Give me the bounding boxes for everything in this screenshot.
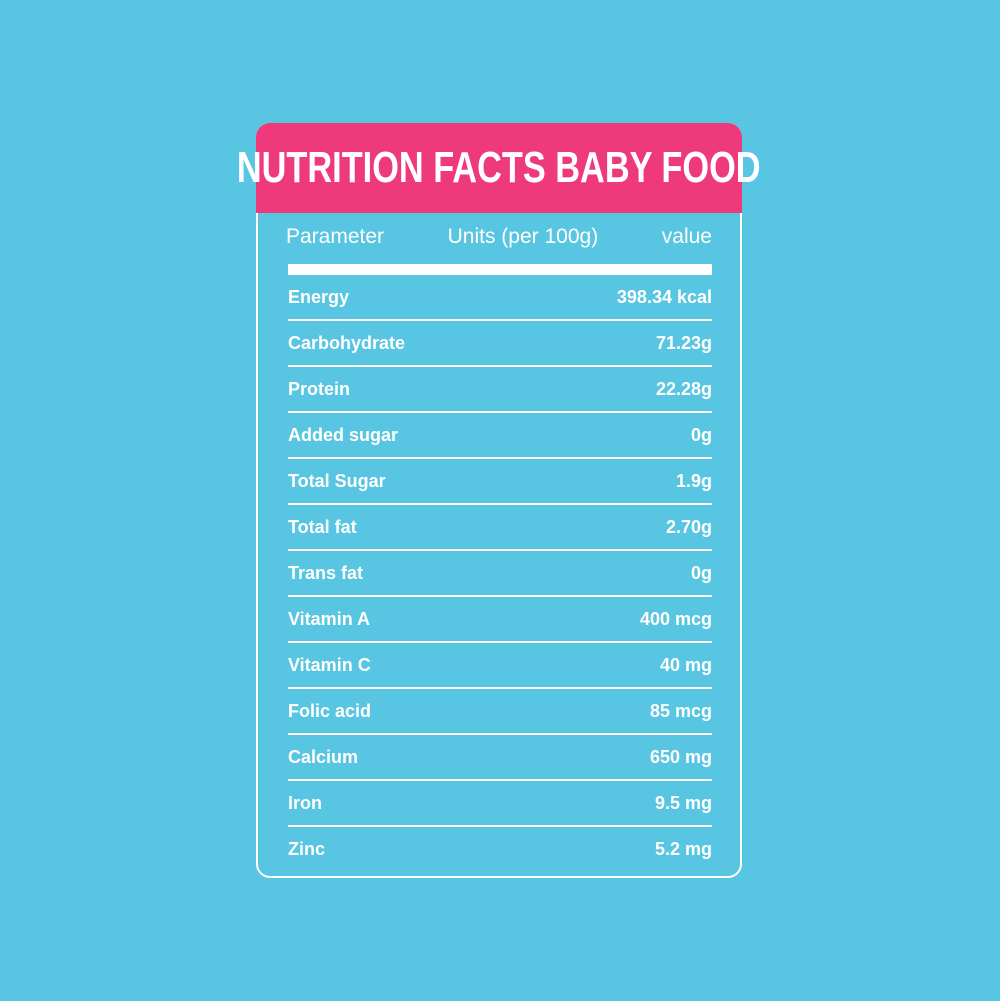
nutrient-value: 22.28g bbox=[655, 378, 712, 399]
nutrient-list: Energy 398.34 kcal Carbohydrate 71.23g Pro… bbox=[288, 275, 712, 871]
table-row: Vitamin A 400 mcg bbox=[288, 597, 712, 643]
nutrient-name: Vitamin C bbox=[288, 654, 371, 675]
nutrient-value: 9.5 mg bbox=[654, 792, 712, 813]
table-row: Total Sugar 1.9g bbox=[288, 459, 712, 505]
nutrient-value: 2.70g bbox=[665, 516, 712, 537]
card-header: NUTRITION FACTS BABY FOOD bbox=[237, 123, 761, 213]
page-title: NUTRITION FACTS BABY FOOD bbox=[237, 143, 761, 192]
column-parameter: Parameter bbox=[286, 225, 385, 248]
table-row: Total fat 2.70g bbox=[288, 505, 712, 551]
nutrient-value: 0g bbox=[690, 424, 712, 445]
table-row: Added sugar 0g bbox=[288, 413, 712, 459]
table-row: Energy 398.34 kcal bbox=[288, 275, 712, 321]
nutrient-name: Calcium bbox=[288, 746, 359, 767]
nutrient-value: 0g bbox=[690, 562, 712, 583]
table-row: Carbohydrate 71.23g bbox=[288, 321, 712, 367]
table-row: Folic acid 85 mcg bbox=[288, 689, 712, 735]
nutrient-name: Total Sugar bbox=[288, 470, 386, 491]
nutrient-name: Iron bbox=[288, 792, 322, 813]
nutrition-card: NUTRITION FACTS BABY FOOD Parameter Unit… bbox=[237, 123, 761, 878]
table-row: Protein 22.28g bbox=[288, 367, 712, 413]
table-row: Trans fat 0g bbox=[288, 551, 712, 597]
table-row: Calcium 650 mg bbox=[288, 735, 712, 781]
nutrient-name: Added sugar bbox=[288, 424, 399, 445]
nutrient-value: 85 mcg bbox=[649, 700, 712, 721]
nutrient-name: Zinc bbox=[288, 838, 326, 859]
nutrient-name: Total fat bbox=[288, 516, 357, 537]
column-headers: Parameter Units (per 100g) value bbox=[286, 225, 712, 255]
nutrient-value: 5.2 mg bbox=[654, 838, 712, 859]
nutrient-name: Folic acid bbox=[288, 700, 372, 721]
nutrient-name: Energy bbox=[288, 286, 350, 307]
nutrient-value: 650 mg bbox=[649, 746, 712, 767]
nutrient-value: 71.23g bbox=[655, 332, 712, 353]
nutrient-name: Carbohydrate bbox=[288, 332, 406, 353]
column-units: Units (per 100g) bbox=[447, 225, 599, 248]
nutrient-value: 400 mcg bbox=[639, 608, 712, 629]
nutrient-name: Vitamin A bbox=[288, 608, 371, 629]
nutrient-value: 398.34 kcal bbox=[616, 286, 712, 307]
column-value: value bbox=[661, 225, 712, 248]
nutrient-name: Protein bbox=[288, 378, 351, 399]
table-row: Zinc 5.2 mg bbox=[288, 827, 712, 871]
table-row: Iron 9.5 mg bbox=[288, 781, 712, 827]
nutrient-value: 1.9g bbox=[675, 470, 712, 491]
table-row: Vitamin C 40 mg bbox=[288, 643, 712, 689]
nutrient-name: Trans fat bbox=[288, 562, 364, 583]
header-divider bbox=[288, 264, 712, 275]
nutrient-value: 40 mg bbox=[659, 654, 712, 675]
